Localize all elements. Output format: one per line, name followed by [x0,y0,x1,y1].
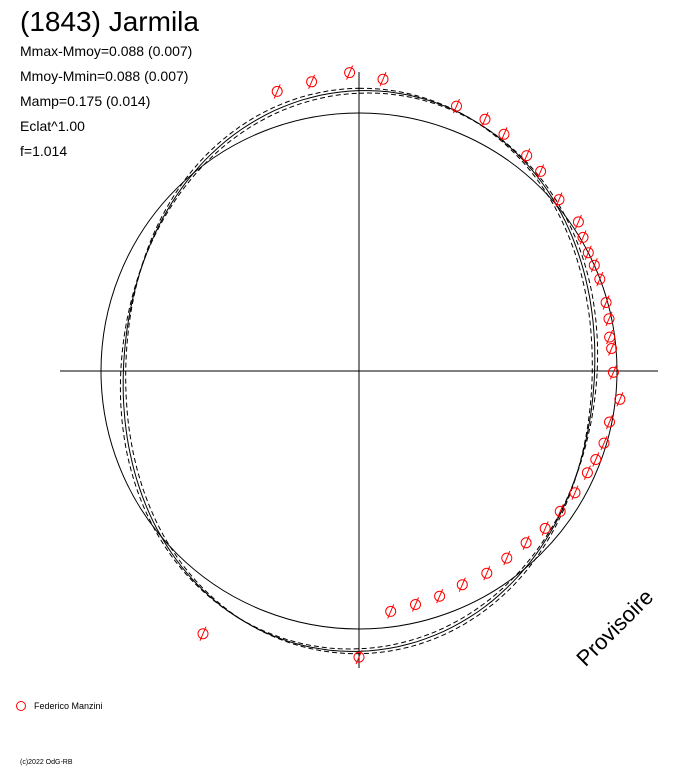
data-point [479,112,491,127]
data-point [353,649,365,665]
data-point [306,74,318,89]
data-point [498,127,510,142]
fit-curve-1 [119,92,599,650]
data-point [590,452,602,467]
data-point [594,271,606,287]
stat-frequency: f=1.014 [20,143,68,159]
data-point [451,98,462,114]
data-point [588,258,600,273]
data-point [598,435,610,451]
data-point [577,230,589,245]
data-point [520,535,532,550]
data-point [271,84,283,99]
data-point [344,65,356,80]
data-point [603,311,615,326]
data-point [572,214,584,230]
data-point [582,245,594,260]
data-point [553,192,565,207]
data-point [197,626,209,641]
data-point [501,550,513,566]
data-point [581,465,593,480]
data-point [377,72,389,87]
stat-eclat: Eclat^1.00 [20,118,85,134]
chart-title: (1843) Jarmila [20,6,199,37]
legend: Federico Manzini [16,698,103,714]
data-point [600,295,612,310]
fit-curve-2 [125,87,593,655]
stat-mamp: Mamp=0.175 (0.014) [20,93,151,109]
data-point [569,485,581,500]
legend-marker-icon [16,701,26,711]
data-point [604,414,615,430]
data-point [535,164,547,179]
data-point [481,566,493,581]
data-point [410,597,421,612]
stat-mmoy-mmin: Mmoy-Mmin=0.088 (0.007) [20,68,189,84]
copyright-notice: (c)2022 OdG-RB [20,759,73,766]
data-point [434,589,446,604]
stat-mmax-mmoy: Mmax-Mmoy=0.088 (0.007) [20,43,193,59]
reference-circle [100,112,618,630]
data-point [614,392,626,407]
data-point [521,148,533,163]
data-point [607,365,619,380]
data-point [604,329,616,345]
data-point [606,341,618,356]
data-point [554,504,566,519]
legend-label: Federico Manzini [34,701,103,711]
data-point [385,604,397,619]
data-point [539,521,551,536]
data-point [456,577,468,592]
